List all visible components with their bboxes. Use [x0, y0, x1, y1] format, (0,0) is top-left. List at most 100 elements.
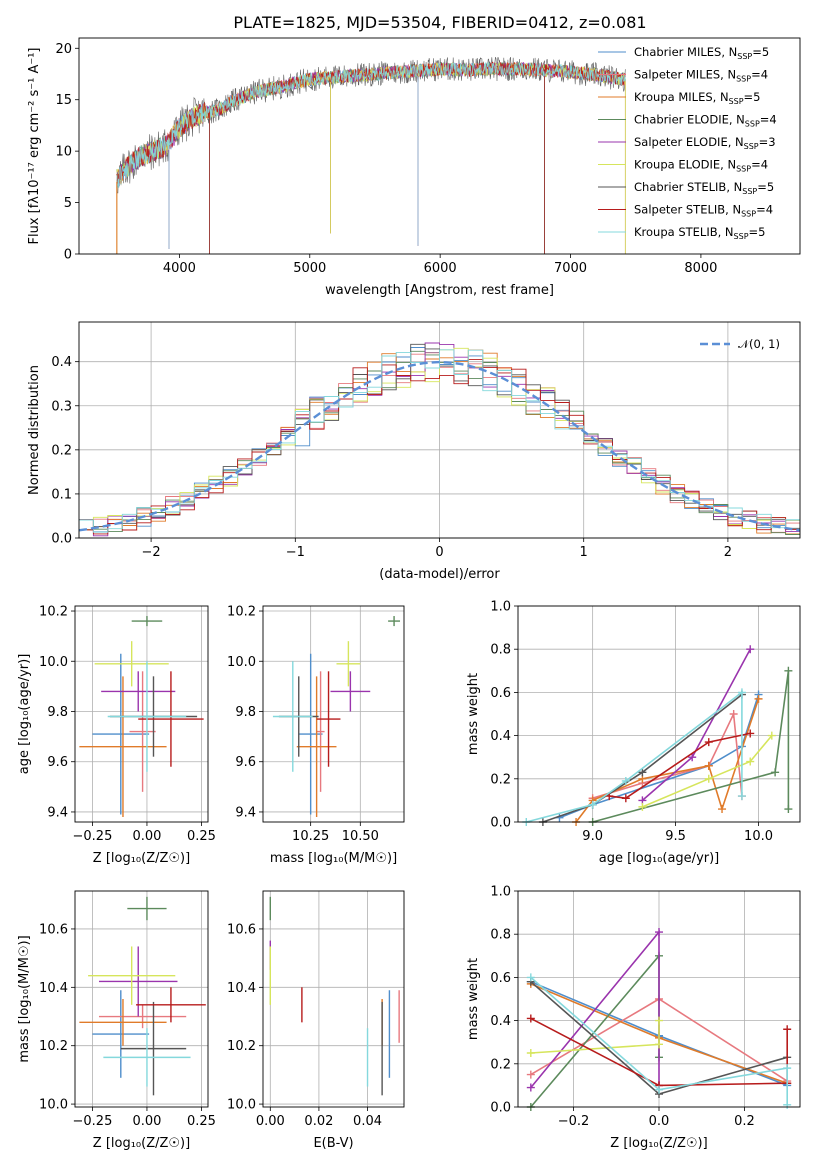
x-axis-label: Z [log₁₀(Z/Z☉)]	[93, 1136, 190, 1151]
legend-label-main: Chabrier ELODIE, N	[634, 113, 745, 127]
y-tick-label: 10.4	[227, 981, 256, 996]
weight-marker	[746, 729, 755, 738]
panel-spectrum: 4000 5000 6000 7000 8000 0 5 10 15 20 Chabrier MIL…	[27, 37, 801, 298]
weight-marker	[784, 666, 793, 675]
y-tick-label: 10.0	[39, 1098, 68, 1113]
weight-marker	[754, 694, 763, 703]
y-tick-label: 9.6	[47, 755, 68, 770]
y-tick-label: 0.2	[490, 1057, 511, 1072]
legend-label-sub: SSP	[734, 232, 749, 241]
y-tick-label: 1.0	[490, 600, 511, 615]
x-tick-label: 0.04	[353, 1114, 382, 1129]
y-tick-label: 9.8	[47, 705, 68, 720]
weight-marker	[638, 802, 647, 811]
x-axis-label: (data-model)/error	[379, 567, 500, 582]
x-axis-label: wavelength [Angstrom, rest frame]	[325, 283, 554, 298]
x-tick-label: 0.25	[187, 1114, 216, 1129]
x-tick-label: −2	[142, 545, 161, 560]
y-axis-label: mass weight	[466, 958, 481, 1040]
weight-marker	[655, 1040, 663, 1049]
legend-label-sub: SSP	[742, 187, 757, 196]
x-tick-label: 4000	[163, 261, 196, 276]
legend-label-suffix: =4	[751, 68, 768, 82]
weight-marker	[621, 794, 630, 803]
weight-line	[542, 693, 743, 823]
legend-label-sub: SSP	[736, 75, 751, 84]
axes-frame	[517, 605, 801, 823]
y-tick-label: 10.2	[39, 1039, 68, 1054]
x-tick-label: 0.2	[734, 1114, 755, 1129]
legend-label: Salpeter STELIB, NSSP=4	[634, 203, 773, 219]
weight-marker	[737, 688, 746, 697]
axes-frame	[74, 605, 209, 823]
x-tick-label: 9.0	[582, 829, 603, 844]
legend-label-suffix: =5	[752, 45, 769, 59]
legend-label-sub: SSP	[729, 97, 744, 106]
y-tick-label: 0.0	[51, 532, 72, 547]
axes-frame	[262, 605, 405, 823]
legend-label: Kroupa MILES, NSSP=5	[634, 90, 760, 106]
x-tick-label: 2	[724, 545, 732, 560]
x-tick-label: 0	[435, 545, 443, 560]
x-tick-label: 10.25	[292, 829, 329, 844]
x-tick-label: −0.2	[558, 1114, 590, 1129]
weight-marker	[771, 768, 780, 777]
weight-marker	[746, 645, 755, 654]
y-tick-label: 20	[55, 42, 72, 57]
axes-frame	[78, 321, 801, 539]
x-tick-label: 0.25	[187, 829, 216, 844]
weight-line	[609, 732, 751, 800]
x-tick-label: −1	[286, 545, 305, 560]
legend-label-suffix: =4	[751, 158, 768, 172]
weight-marker	[737, 792, 746, 801]
legend-label-suffix: =4	[756, 203, 773, 217]
y-tick-label: 0.1	[51, 487, 72, 502]
weight-marker	[638, 768, 647, 777]
legend-label: Kroupa STELIB, NSSP=5	[634, 225, 765, 241]
weight-line	[530, 976, 788, 1105]
y-tick-label: 1.0	[490, 885, 511, 900]
y-tick-label: 10.6	[39, 922, 68, 937]
weight-marker	[526, 1014, 535, 1023]
x-tick-label: 5000	[293, 261, 326, 276]
y-tick-label: 0	[64, 248, 72, 263]
y-tick-label: 0.2	[490, 772, 511, 787]
y-tick-label: 10.0	[227, 1098, 256, 1113]
y-axis-label: age [log₁₀(age/yr)]	[17, 654, 32, 775]
y-tick-label: 9.4	[47, 805, 68, 820]
y-tick-label: 0.4	[490, 1014, 511, 1029]
legend-label: Chabrier STELIB, NSSP=5	[634, 180, 774, 196]
weight-marker	[526, 973, 535, 982]
y-tick-label: 0.3	[51, 399, 72, 414]
weight-marker	[526, 1049, 535, 1057]
x-axis-label: mass [log₁₀(M/M☉)]	[270, 851, 397, 866]
gaussian-curve	[78, 360, 801, 532]
weight-line	[592, 670, 790, 823]
weight-marker	[746, 757, 755, 766]
y-tick-label: 0.4	[490, 729, 511, 744]
legend-label-suffix: =5	[757, 180, 774, 194]
legend-label-main: Chabrier MILES, N	[634, 45, 737, 59]
weight-marker	[688, 753, 697, 762]
legend-label-main: Kroupa MILES, N	[634, 90, 729, 104]
figure-title: PLATE=1825, MJD=53504, FIBERID=0412, z=0…	[233, 13, 646, 32]
legend-label: Chabrier ELODIE, NSSP=4	[634, 113, 777, 129]
weight-line	[530, 1017, 788, 1087]
weight-marker	[621, 776, 630, 785]
y-tick-label: 10.2	[227, 605, 256, 620]
y-tick-label: 0.0	[490, 1101, 511, 1116]
panel-weight_vs_age: 9.0 9.5 10.0 0.0 0.2 0.4 0.6 0.8 1.0 age [log₁₀(a…	[466, 600, 801, 866]
y-tick-label: 9.6	[235, 755, 256, 770]
weight-marker	[655, 928, 663, 937]
y-tick-label: 0.8	[490, 643, 511, 658]
spectrum-line	[116, 62, 626, 249]
panel-weight_vs_Z: −0.2 0.0 0.2 0.0 0.2 0.4 0.6 0.8 1.0 Z [log₁₀(Z/Z…	[466, 885, 801, 1151]
legend-label-sub: SSP	[744, 142, 759, 151]
panel-age_vs_mass: 10.25 10.50 9.4 9.6 9.8 10.0 10.2 mass [log₁₀(M…	[227, 605, 405, 866]
y-axis-label: Flux [fλ10⁻¹⁷ erg cm⁻² s⁻¹ A⁻¹]	[27, 48, 42, 245]
x-tick-label: 0.0	[649, 1114, 670, 1129]
y-tick-label: 9.8	[235, 705, 256, 720]
x-axis-label: age [log₁₀(age/yr)]	[599, 851, 720, 866]
weight-marker	[729, 710, 738, 718]
